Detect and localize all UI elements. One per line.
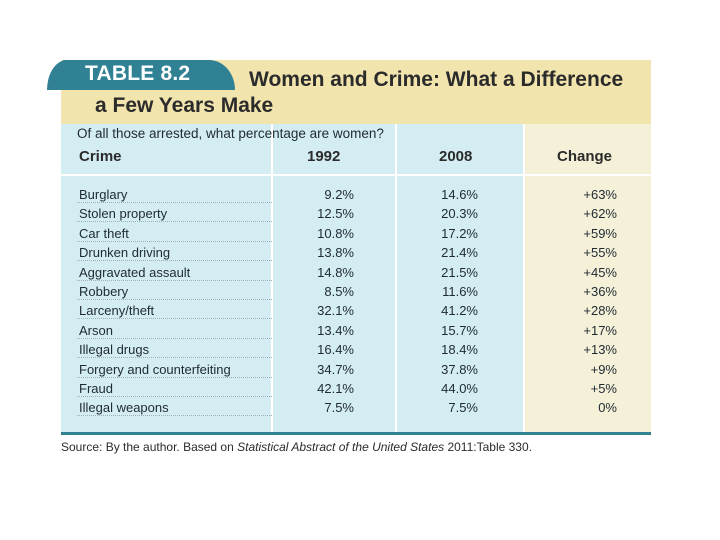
leader-dots bbox=[77, 260, 272, 262]
change-cell: +9% bbox=[590, 361, 617, 377]
value-1992-cell: 7.5% bbox=[324, 400, 354, 416]
value-2008-cell: 7.5% bbox=[448, 400, 478, 416]
change-cell: +5% bbox=[590, 380, 617, 396]
table-row: Arson 13.4% 15.7% +17% bbox=[61, 322, 651, 341]
value-2008-cell: 17.2% bbox=[441, 225, 478, 241]
value-2008-cell: 37.8% bbox=[441, 361, 478, 377]
table-row: Stolen property 12.5% 20.3% +62% bbox=[61, 205, 651, 224]
crime-cell: Larceny/theft bbox=[79, 303, 155, 319]
value-1992-cell: 13.8% bbox=[317, 245, 354, 261]
crime-cell: Drunken driving bbox=[79, 245, 171, 261]
value-1992-cell: 10.8% bbox=[317, 225, 354, 241]
crime-cell: Fraud bbox=[79, 380, 113, 396]
table-row: Fraud 42.1% 44.0% +5% bbox=[61, 380, 651, 399]
table-row: Drunken driving 13.8% 21.4% +55% bbox=[61, 244, 651, 263]
table-row: Illegal drugs 16.4% 18.4% +13% bbox=[61, 341, 651, 360]
value-2008-cell: 21.5% bbox=[441, 264, 478, 280]
table-row: Car theft 10.8% 17.2% +59% bbox=[61, 225, 651, 244]
change-cell: +59% bbox=[583, 225, 617, 241]
value-2008-cell: 15.7% bbox=[441, 322, 478, 338]
table-subtitle: Of all those arrested, what percentage a… bbox=[77, 126, 384, 141]
table-number: TABLE 8.2 bbox=[85, 62, 191, 85]
leader-dots bbox=[77, 337, 272, 339]
crime-cell: Car theft bbox=[79, 225, 129, 241]
leader-dots bbox=[77, 279, 272, 281]
crime-cell: Illegal drugs bbox=[79, 342, 150, 358]
leader-dots bbox=[77, 376, 272, 378]
change-cell: +63% bbox=[583, 187, 617, 202]
source-suffix: 2011:Table 330. bbox=[444, 440, 532, 454]
change-cell: +17% bbox=[583, 322, 617, 338]
leader-dots bbox=[77, 415, 272, 417]
change-cell: +36% bbox=[583, 283, 617, 299]
crime-cell: Illegal weapons bbox=[79, 400, 169, 416]
value-2008-cell: 41.2% bbox=[441, 303, 478, 319]
bottom-rule bbox=[61, 432, 651, 435]
table-row: Robbery 8.5% 11.6% +36% bbox=[61, 283, 651, 302]
crime-cell: Burglary bbox=[79, 187, 128, 202]
crime-cell: Robbery bbox=[79, 283, 129, 299]
table-rows: Burglary 9.2% 14.6% +63% Stolen property 12.5… bbox=[61, 186, 651, 419]
header-2008: 2008 bbox=[439, 148, 473, 165]
crime-cell: Forgery and counterfeiting bbox=[79, 361, 231, 377]
leader-dots bbox=[77, 298, 272, 300]
change-cell: 0% bbox=[598, 400, 617, 416]
source-title: Statistical Abstract of the United State… bbox=[237, 440, 445, 454]
value-2008-cell: 44.0% bbox=[441, 380, 478, 396]
table-title-line-1: Women and Crime: What a Difference bbox=[249, 68, 624, 91]
value-2008-cell: 21.4% bbox=[441, 245, 478, 261]
change-cell: +28% bbox=[583, 303, 617, 319]
table-row: Illegal weapons 7.5% 7.5% 0% bbox=[61, 399, 651, 418]
value-1992-cell: 34.7% bbox=[317, 361, 354, 377]
value-1992-cell: 8.5% bbox=[324, 283, 354, 299]
header-change: Change bbox=[557, 148, 613, 165]
leader-dots bbox=[77, 395, 272, 397]
crime-table: TABLE 8.2 Women and Crime: What a Differ… bbox=[47, 60, 651, 438]
title-band: TABLE 8.2 Women and Crime: What a Differ… bbox=[47, 60, 651, 124]
change-cell: +55% bbox=[583, 245, 617, 261]
table-row: Aggravated assault 14.8% 21.5% +45% bbox=[61, 264, 651, 283]
value-2008-cell: 11.6% bbox=[442, 283, 478, 299]
leader-dots bbox=[77, 221, 272, 223]
header-1992: 1992 bbox=[307, 148, 341, 165]
table-title-line-2: a Few Years Make bbox=[95, 94, 274, 117]
change-cell: +13% bbox=[583, 342, 617, 358]
value-1992-cell: 16.4% bbox=[317, 342, 354, 358]
leader-dots bbox=[77, 202, 272, 203]
table-body: Of all those arrested, what percentage a… bbox=[61, 124, 651, 432]
source-prefix: Source: By the author. Based on bbox=[61, 440, 238, 454]
value-2008-cell: 18.4% bbox=[441, 342, 478, 358]
value-1992-cell: 14.8% bbox=[317, 264, 354, 280]
leader-dots bbox=[77, 240, 272, 242]
table-row: Forgery and counterfeiting 34.7% 37.8% +9% bbox=[61, 361, 651, 380]
value-2008-cell: 14.6% bbox=[441, 187, 478, 202]
value-1992-cell: 42.1% bbox=[317, 380, 354, 396]
table-row: Burglary 9.2% 14.6% +63% bbox=[61, 186, 651, 205]
header-divider bbox=[61, 174, 651, 176]
source-note: Source: By the author. Based on Statisti… bbox=[61, 440, 532, 454]
leader-dots bbox=[77, 357, 272, 359]
change-cell: +62% bbox=[583, 206, 617, 222]
change-cell: +45% bbox=[583, 264, 617, 280]
header-crime: Crime bbox=[79, 148, 122, 165]
crime-cell: Stolen property bbox=[79, 206, 168, 222]
value-1992-cell: 13.4% bbox=[317, 322, 354, 338]
table-row: Larceny/theft 32.1% 41.2% +28% bbox=[61, 302, 651, 321]
value-1992-cell: 9.2% bbox=[324, 187, 354, 202]
crime-cell: Arson bbox=[79, 322, 113, 338]
leader-dots bbox=[77, 318, 272, 320]
value-2008-cell: 20.3% bbox=[441, 206, 478, 222]
table-tag: TABLE 8.2 bbox=[47, 60, 235, 90]
value-1992-cell: 12.5% bbox=[317, 206, 354, 222]
crime-cell: Aggravated assault bbox=[79, 264, 191, 280]
value-1992-cell: 32.1% bbox=[317, 303, 354, 319]
